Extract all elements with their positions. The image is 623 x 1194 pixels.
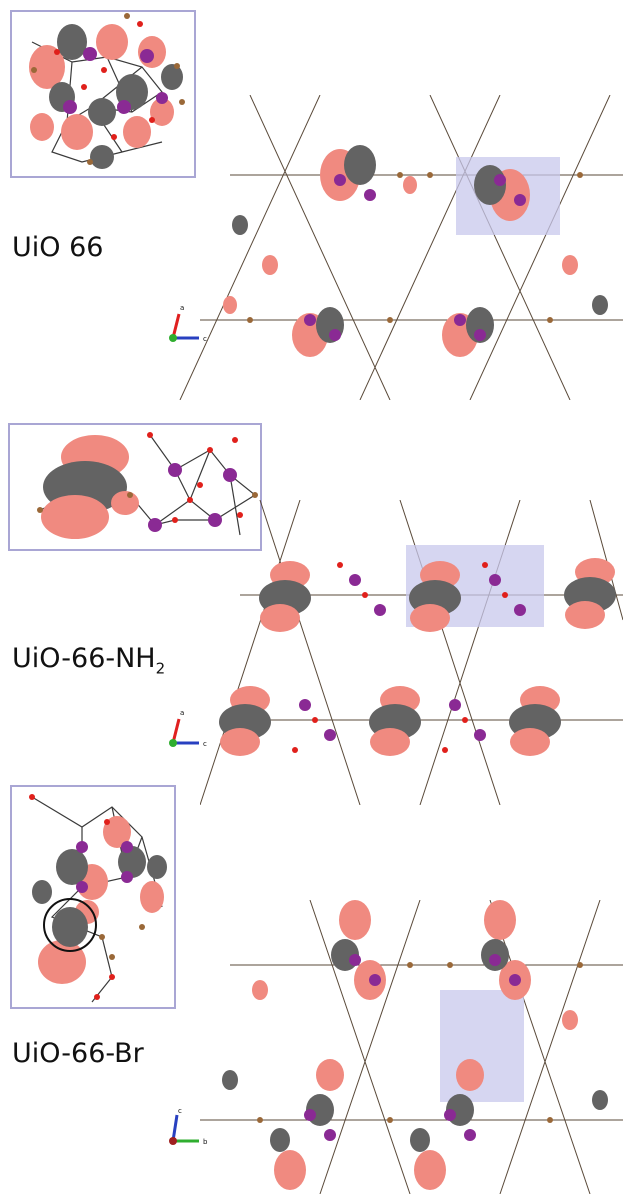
panel-label: UiO-66-Br (12, 1038, 144, 1069)
inset-structure (29, 794, 167, 1003)
inset-uio66 (10, 10, 196, 178)
axis-triad: c b (169, 1107, 208, 1146)
axis-vertical-label: a (180, 304, 184, 312)
axis-horizontal-label: c (203, 335, 207, 343)
axis-horizontal-label: b (203, 1138, 208, 1146)
crystal-view-uio66 (170, 95, 623, 400)
axis-vertical-label: a (180, 709, 184, 717)
axis-vertical-label: c (178, 1107, 182, 1115)
axis-triad: a c (169, 709, 207, 748)
inset-uio66-br (10, 785, 176, 1009)
panel-uio66-nh2: UiO-66-NH2 (0, 405, 623, 805)
axis-horizontal-label: c (203, 740, 207, 748)
inset-structure (37, 432, 258, 539)
inset-uio66-nh2 (8, 423, 262, 551)
axis-triad: a c (169, 304, 207, 343)
panel-label-text: UiO 66 (12, 232, 104, 263)
inset-structure (29, 13, 185, 169)
panel-label-text: UiO-66-Br (12, 1038, 144, 1069)
panel-label-subscript: 2 (155, 659, 166, 678)
crystal-view-uio66-nh2 (200, 500, 623, 805)
panel-uio66-br: UiO-66-Br (0, 780, 623, 1194)
panel-uio66: UiO 66 (0, 0, 623, 405)
panel-label-text: UiO-66-NH (12, 643, 156, 674)
panel-label: UiO-66-NH2 (12, 643, 165, 677)
crystal-view-uio66-br (170, 900, 623, 1194)
panel-label: UiO 66 (12, 232, 103, 263)
